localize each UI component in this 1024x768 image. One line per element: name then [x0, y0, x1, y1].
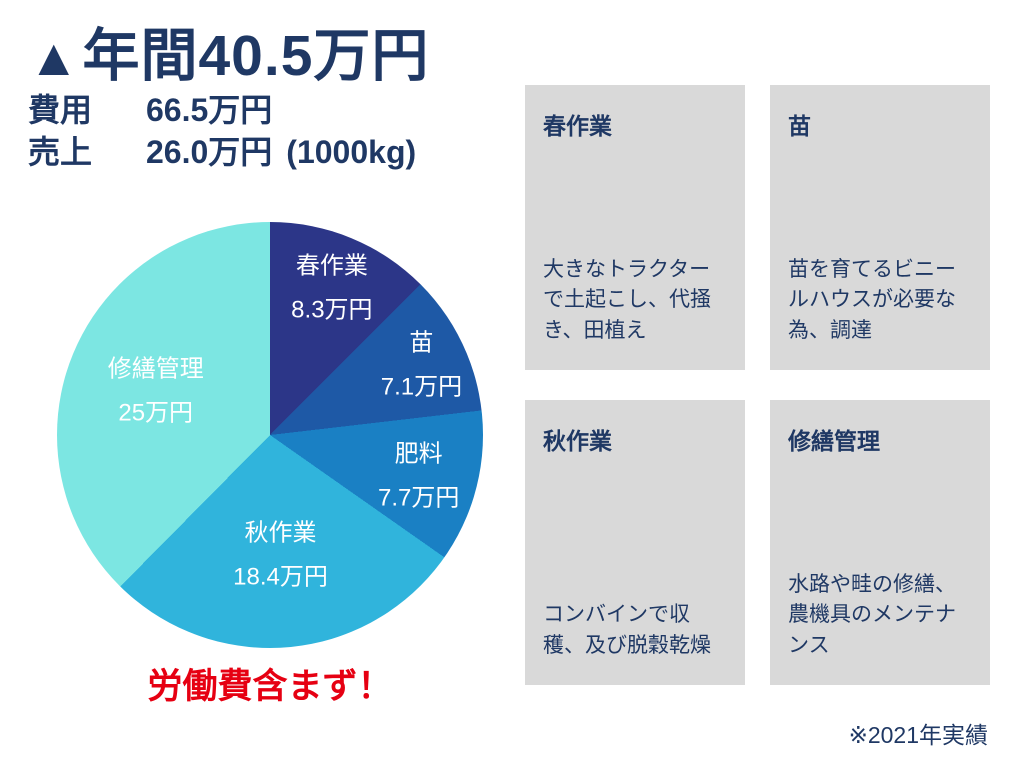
info-cards: 春作業 大きなトラクターで土起こし、代掻き、田植え 苗 苗を育てるビニールハウス…: [525, 85, 990, 685]
cost-row: 費用 66.5万円: [28, 90, 429, 130]
page-title-text: 年間40.5万円: [82, 24, 430, 88]
page-title: ▲年間40.5万円: [28, 24, 430, 88]
card-autumn-work: 秋作業 コンバインで収穫、及び脱穀乾燥: [525, 400, 745, 685]
card-spring-work: 春作業 大きなトラクターで土起こし、代掻き、田植え: [525, 85, 745, 370]
sales-value: 26.0万円: [146, 133, 273, 170]
cost-value: 66.5万円: [146, 91, 273, 128]
card-body: 水路や畦の修繕、農機具のメンテナンス: [788, 572, 956, 657]
card-maintenance: 修繕管理 水路や畦の修繕、農機具のメンテナンス: [770, 400, 990, 685]
cost-label: 費用: [28, 91, 93, 128]
card-body: コンバインで収穫、及び脱穀乾燥: [543, 603, 711, 657]
sales-row: 売上 26.0万円 (1000kg): [28, 132, 429, 172]
sales-unit: (1000kg): [286, 133, 417, 170]
labor-cost-note: 労働費含まず！: [147, 667, 393, 706]
card-body: 苗を育てるビニールハウスが必要な為、調達: [788, 257, 956, 342]
card-title: 春作業: [543, 113, 612, 139]
header: ▲年間40.5万円 費用 66.5万円 売上 26.0万円 (1000kg): [28, 24, 430, 172]
pie-chart: [57, 222, 483, 648]
pie-chart-area: 春作業 8.3万円苗 7.1万円 肥料 7.7万円 秋作業 18.4万円 修繕管理 25万円: [57, 222, 483, 648]
footnote: ※2021年実績: [848, 722, 988, 748]
card-body: 大きなトラクターで土起こし、代掻き、田植え: [543, 257, 711, 342]
card-title: 苗: [788, 113, 811, 139]
card-title: 修繕管理: [788, 428, 880, 454]
card-seedlings: 苗 苗を育てるビニールハウスが必要な為、調達: [770, 85, 990, 370]
card-title: 秋作業: [543, 428, 612, 454]
triangle-icon: ▲: [28, 29, 81, 87]
sales-label: 売上: [28, 133, 93, 170]
